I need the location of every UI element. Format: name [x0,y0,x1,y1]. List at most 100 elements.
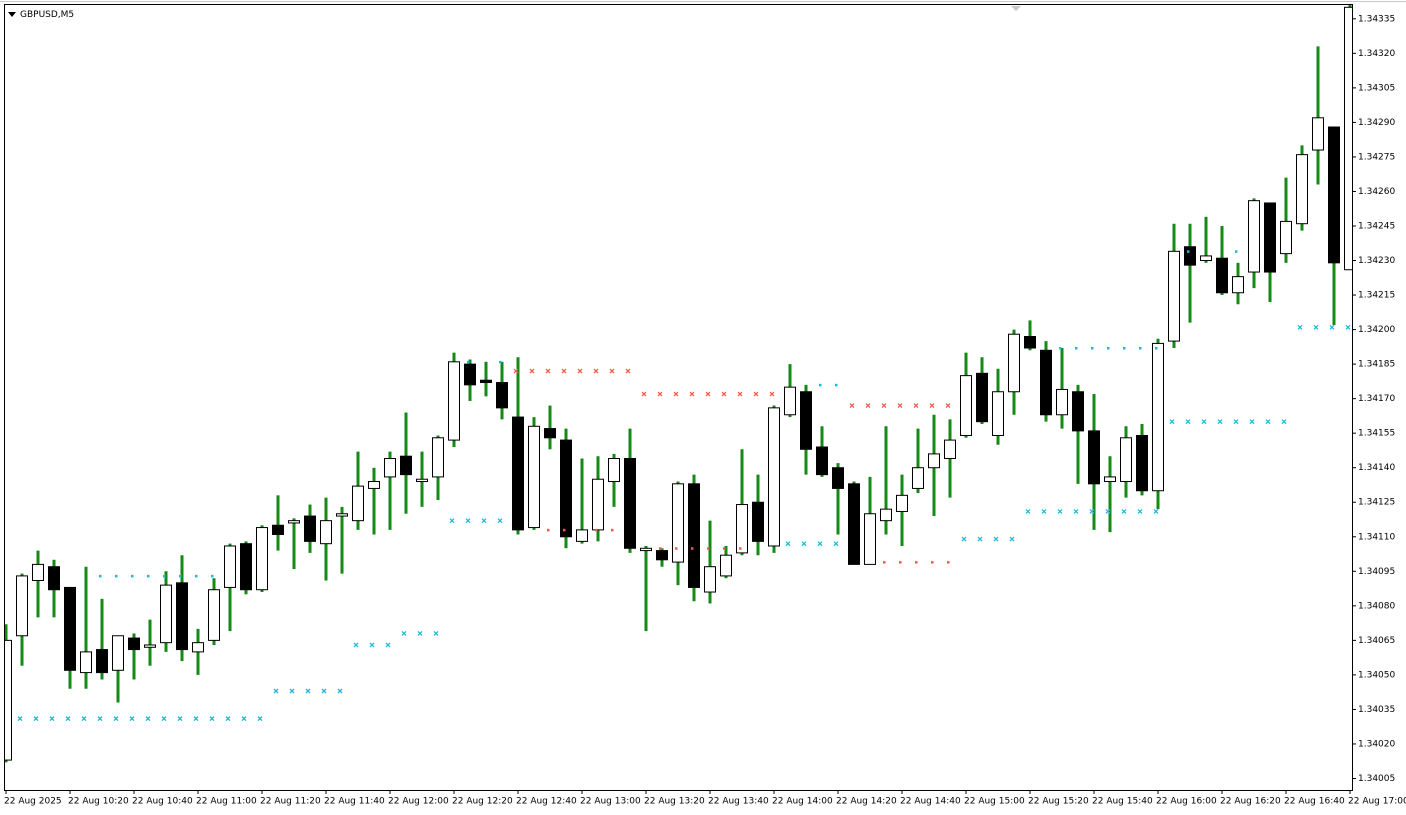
candle-body-up [336,513,348,517]
level-cross [977,536,983,542]
candle-body-down [1264,202,1276,273]
level-dot [499,360,502,364]
level-dot [147,574,150,578]
level-cross [1345,324,1351,330]
candle-body-up [1296,154,1308,225]
level-cross [1233,419,1239,425]
level-cross [209,716,215,722]
level-dot [467,360,470,364]
level-dot [819,383,822,387]
y-tick-label: 1.34230 [1358,256,1395,266]
candle-body-up [320,520,332,545]
level-cross [1265,419,1271,425]
level-cross [225,716,231,722]
candle-body-up [896,494,908,512]
candle-body-up [640,547,652,552]
x-tick-label: 22 Aug 10:40 [132,797,193,807]
candle-body-down [688,483,700,588]
level-cross [737,391,743,397]
y-tick-label: 1.34305 [1358,83,1395,93]
level-cross [641,391,647,397]
level-dot [947,561,950,564]
candle-body-up [736,504,748,554]
level-cross [561,368,567,374]
x-tick-label: 22 Aug 11:00 [196,797,257,807]
level-cross [289,688,295,694]
x-tick-label: 22 Aug 15:00 [964,797,1025,807]
candle-body-up [784,386,796,416]
candle-body-down [176,582,188,651]
level-dot [195,574,198,578]
y-tick-label: 1.34110 [1358,532,1395,542]
level-dot [547,528,550,532]
candle-body-down [128,637,140,651]
level-cross [497,518,503,524]
x-tick-label: 22 Aug 17:00 [1348,797,1406,807]
level-cross [113,716,119,722]
level-cross [433,631,439,636]
level-cross [321,688,327,694]
level-dot [563,528,566,532]
x-tick-label: 22 Aug 16:20 [1220,797,1281,807]
y-tick-label: 1.34095 [1358,567,1395,577]
x-tick-label: 22 Aug 13:40 [708,797,769,807]
level-cross [481,518,487,524]
candle-body-up [1232,276,1244,294]
candle-body-up [432,437,444,478]
y-tick-label: 1.34260 [1358,187,1395,197]
level-dot [163,574,166,578]
candle-body-up [672,483,684,563]
level-cross [865,403,871,409]
y-tick-label: 1.34185 [1358,360,1395,370]
candle-body-down [656,550,668,561]
level-cross [849,403,855,409]
level-cross [337,688,343,694]
candle-body-up [160,584,172,644]
level-cross [1153,508,1159,514]
candle-body-up [1168,250,1180,342]
candle-body-down [1328,126,1340,264]
level-cross [1073,508,1079,514]
y-tick-label: 1.34245 [1358,221,1395,231]
x-tick-label: 22 Aug 13:00 [580,797,641,807]
level-dot [99,574,102,578]
level-cross [833,541,839,547]
candle-body-up [192,642,204,653]
x-tick-label: 22 Aug 2025 [4,797,62,807]
level-dot [707,547,710,550]
level-cross [369,642,375,648]
level-cross [545,368,551,374]
level-dot [211,574,214,578]
level-cross [705,391,711,397]
candle-body-up [1008,333,1020,393]
level-cross [1105,508,1111,514]
level-cross [17,716,23,722]
level-cross [257,716,263,722]
candle-body-up [992,391,1004,436]
candle-body-up [208,589,220,641]
level-cross [1137,508,1143,514]
level-dot [1091,347,1094,350]
level-cross [913,403,919,409]
level-cross [817,541,823,547]
level-dot [1059,347,1062,350]
level-dot [115,574,118,578]
level-cross [529,368,535,374]
level-cross [1025,508,1031,514]
level-cross [465,518,471,524]
candle-body-down [1136,434,1148,492]
level-dot [739,547,742,550]
candle-body-down [1216,257,1228,294]
symbol-title: GBPUSD,M5 [20,10,74,20]
candle-body-down [1024,335,1036,349]
symbol-menu-arrow[interactable] [8,12,16,17]
candle-body-up [912,467,924,489]
level-cross [1201,419,1207,425]
level-dot [595,528,598,532]
candle-body-down [496,382,508,409]
x-tick-label: 22 Aug 15:40 [1092,797,1153,807]
candle-body-up [928,453,940,469]
level-dot [1107,347,1110,350]
candle-body-up [1104,476,1116,483]
